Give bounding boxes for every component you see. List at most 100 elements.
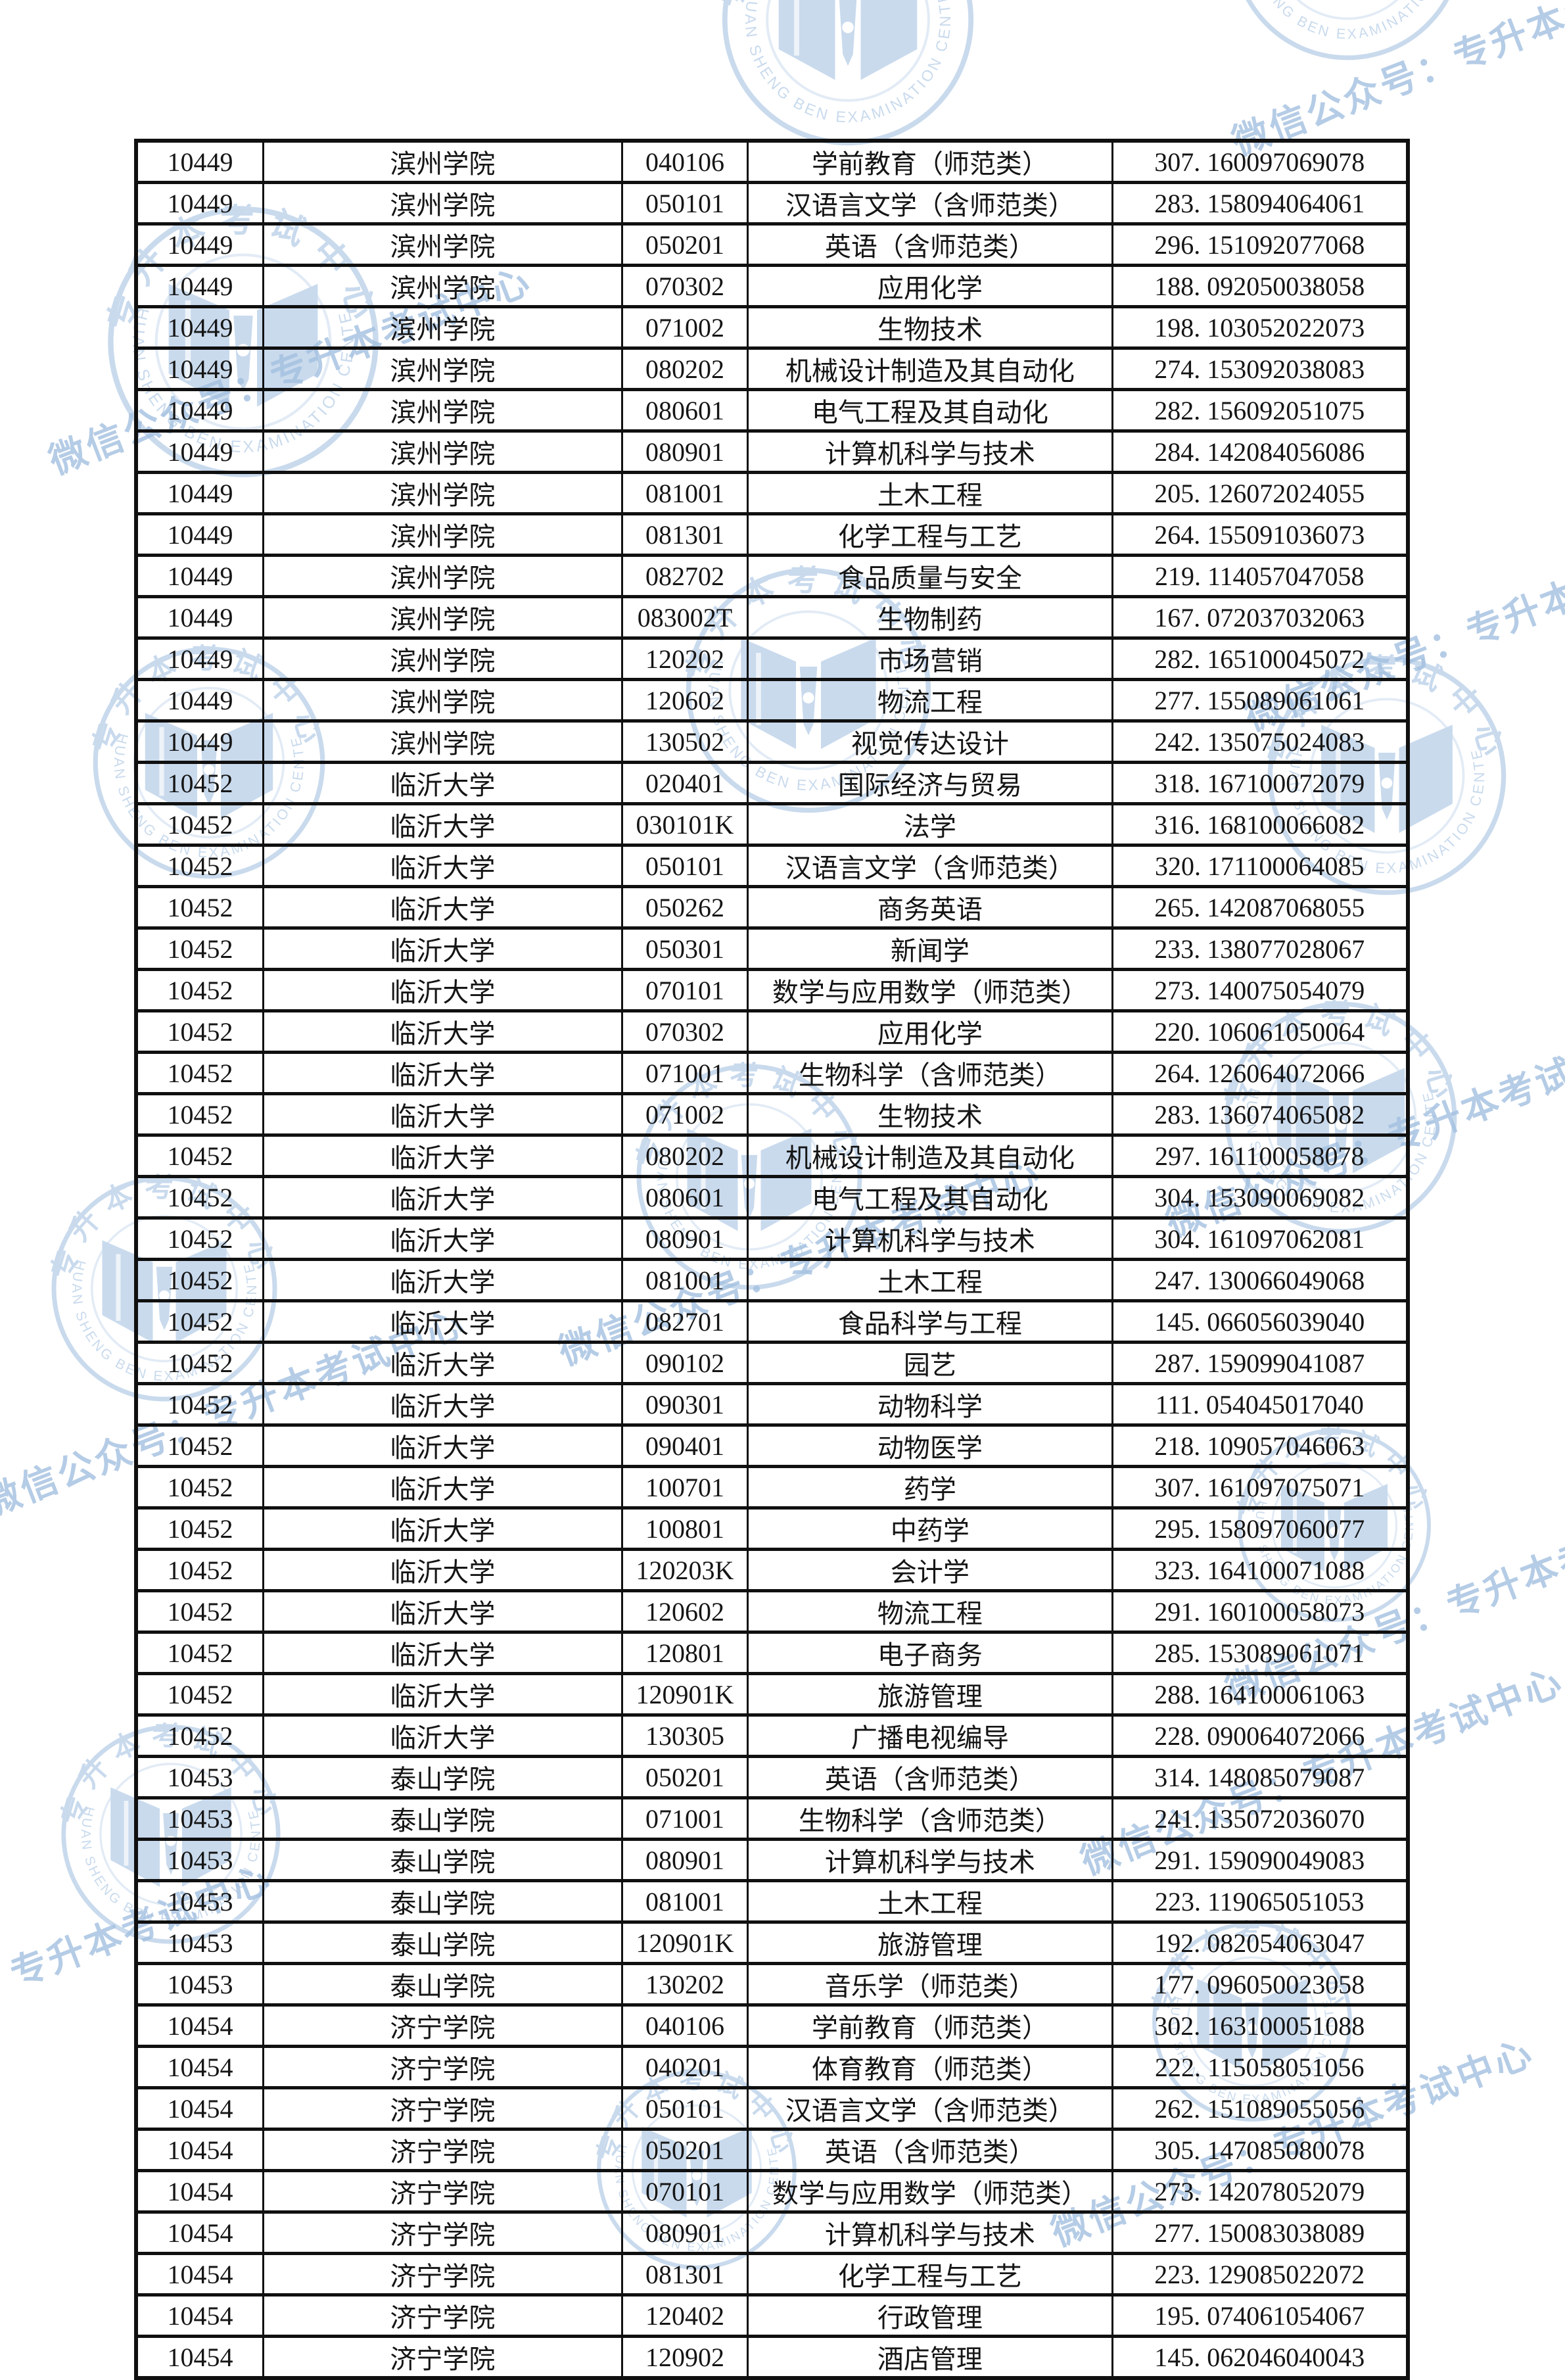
table-row: 10454 济宁学院 050201 英语（含师范类） 305. 147085080078 (135, 2128, 1409, 2172)
watermark-logo: 专升本考试中心ZHUAN SHENG BEN EXAMINATION CENTE… (1229, 0, 1466, 62)
table-cell: 10452 (135, 802, 264, 847)
table-cell: 10452 (135, 1465, 264, 1510)
table-cell: 10452 (135, 926, 264, 971)
table-cell: 滨州学院 (262, 678, 623, 723)
table-cell: 临沂大学 (262, 968, 623, 1012)
table-row: 10452 临沂大学 100701 药学 307. 161097075071 (135, 1465, 1409, 1510)
table-cell: 临沂大学 (262, 885, 623, 930)
table-cell: 电气工程及其自动化 (747, 1175, 1113, 1220)
table-cell: 滨州学院 (262, 139, 623, 184)
table-cell: 120901K (620, 1672, 749, 1717)
table-cell: 临沂大学 (262, 926, 623, 971)
table-cell: 临沂大学 (262, 1092, 623, 1137)
table-cell: 济宁学院 (262, 2003, 623, 2048)
table-cell: 291. 160100058073 (1111, 1589, 1409, 1634)
table-cell: 10454 (135, 2252, 264, 2297)
table-cell: 10453 (135, 1962, 264, 2007)
table-cell: 临沂大学 (262, 1175, 623, 1220)
table-cell: 10452 (135, 1299, 264, 1344)
table-cell: 040201 (620, 2045, 749, 2089)
table-cell: 10452 (135, 1175, 264, 1220)
table-cell: 新闻学 (747, 926, 1113, 971)
table-cell: 10452 (135, 1133, 264, 1178)
table-cell: 302. 163100051088 (1111, 2003, 1409, 2048)
table-cell: 130502 (620, 719, 749, 764)
table-cell: 177. 096050023058 (1111, 1962, 1409, 2007)
table-cell: 218. 109057046063 (1111, 1423, 1409, 1468)
table-cell: 318. 167100072079 (1111, 761, 1409, 805)
table-cell: 法学 (747, 802, 1113, 847)
table-cell: 临沂大学 (262, 1423, 623, 1468)
table-cell: 320. 171100064085 (1111, 844, 1409, 888)
table-cell: 济宁学院 (262, 2335, 623, 2380)
table-row: 10449 滨州学院 081301 化学工程与工艺 264. 155091036073 (135, 512, 1409, 557)
table-cell: 10449 (135, 512, 264, 557)
table-cell: 10453 (135, 1796, 264, 1841)
table-cell: 10452 (135, 1092, 264, 1137)
table-cell: 临沂大学 (262, 1341, 623, 1385)
table-cell: 070101 (620, 2169, 749, 2214)
table-row: 10452 临沂大学 082701 食品科学与工程 145. 066056039040 (135, 1299, 1409, 1344)
table-row: 10452 临沂大学 050262 商务英语 265. 142087068055 (135, 885, 1409, 930)
table-cell: 10452 (135, 1672, 264, 1717)
table-cell: 动物医学 (747, 1423, 1113, 1468)
table-cell: 10452 (135, 1630, 264, 1675)
table-cell: 10452 (135, 1548, 264, 1592)
table-row: 10449 滨州学院 071002 生物技术 198. 103052022073 (135, 305, 1409, 350)
table-cell: 145. 062046040043 (1111, 2335, 1409, 2380)
table-cell: 295. 158097060077 (1111, 1506, 1409, 1551)
table-cell: 10449 (135, 181, 264, 226)
table-row: 10449 滨州学院 130502 视觉传达设计 242. 135075024083 (135, 719, 1409, 764)
table-cell: 应用化学 (747, 264, 1113, 308)
table-cell: 中药学 (747, 1506, 1113, 1551)
table-cell: 酒店管理 (747, 2335, 1113, 2380)
table-cell: 计算机科学与技术 (747, 1216, 1113, 1261)
table-cell: 10449 (135, 305, 264, 350)
table-cell: 080901 (620, 1838, 749, 1882)
table-row: 10452 临沂大学 120801 电子商务 285. 153089061071 (135, 1630, 1409, 1675)
table-row: 10449 滨州学院 082702 食品质量与安全 219. 114057047058 (135, 554, 1409, 598)
table-cell: 188. 092050038058 (1111, 264, 1409, 308)
table-cell: 汉语言文学（含师范类） (747, 181, 1113, 226)
table-cell: 205. 126072024055 (1111, 471, 1409, 515)
table-row: 10452 临沂大学 090401 动物医学 218. 109057046063 (135, 1423, 1409, 1468)
table-cell: 080601 (620, 1175, 749, 1220)
table-cell: 滨州学院 (262, 222, 623, 267)
table-cell: 临沂大学 (262, 802, 623, 847)
table-row: 10452 临沂大学 070101 数学与应用数学（师范类） 273. 14007505… (135, 968, 1409, 1012)
table-cell: 274. 153092038083 (1111, 346, 1409, 391)
table-cell: 10454 (135, 2045, 264, 2089)
table-cell: 应用化学 (747, 1009, 1113, 1054)
table-cell: 体育教育（师范类） (747, 2045, 1113, 2089)
table-row: 10454 济宁学院 081301 化学工程与工艺 223. 129085022072 (135, 2252, 1409, 2297)
table-cell: 临沂大学 (262, 1506, 623, 1551)
table-cell: 120902 (620, 2335, 749, 2380)
table-row: 10452 临沂大学 080202 机械设计制造及其自动化 297. 161100058… (135, 1133, 1409, 1178)
table-cell: 090301 (620, 1382, 749, 1427)
table-row: 10452 临沂大学 071002 生物技术 283. 136074065082 (135, 1092, 1409, 1137)
table-cell: 临沂大学 (262, 1009, 623, 1054)
table-cell: 化学工程与工艺 (747, 512, 1113, 557)
table-row: 10452 临沂大学 081001 土木工程 247. 130066049068 (135, 1258, 1409, 1302)
table-row: 10454 济宁学院 050101 汉语言文学（含师范类） 262. 151089055… (135, 2086, 1409, 2131)
table-cell: 130305 (620, 1713, 749, 1758)
table-cell: 临沂大学 (262, 1299, 623, 1344)
table-row: 10454 济宁学院 120902 酒店管理 145. 062046040043 (135, 2335, 1409, 2380)
table-cell: 临沂大学 (262, 761, 623, 805)
table-cell: 120901K (620, 1920, 749, 1965)
table-cell: 081301 (620, 2252, 749, 2297)
table-cell: 食品质量与安全 (747, 554, 1113, 598)
table-cell: 计算机科学与技术 (747, 2210, 1113, 2255)
table-cell: 050301 (620, 926, 749, 971)
table-cell: 10449 (135, 678, 264, 723)
table-cell: 264. 155091036073 (1111, 512, 1409, 557)
table-cell: 数学与应用数学（师范类） (747, 2169, 1113, 2214)
table-cell: 285. 153089061071 (1111, 1630, 1409, 1675)
table-cell: 081001 (620, 1879, 749, 1924)
table-row: 10449 滨州学院 083002T 生物制药 167. 072037032063 (135, 595, 1409, 640)
table-cell: 10452 (135, 1258, 264, 1302)
table-cell: 旅游管理 (747, 1672, 1113, 1717)
table-cell: 228. 090064072066 (1111, 1713, 1409, 1758)
table-cell: 泰山学院 (262, 1838, 623, 1882)
table-cell: 10452 (135, 1051, 264, 1095)
